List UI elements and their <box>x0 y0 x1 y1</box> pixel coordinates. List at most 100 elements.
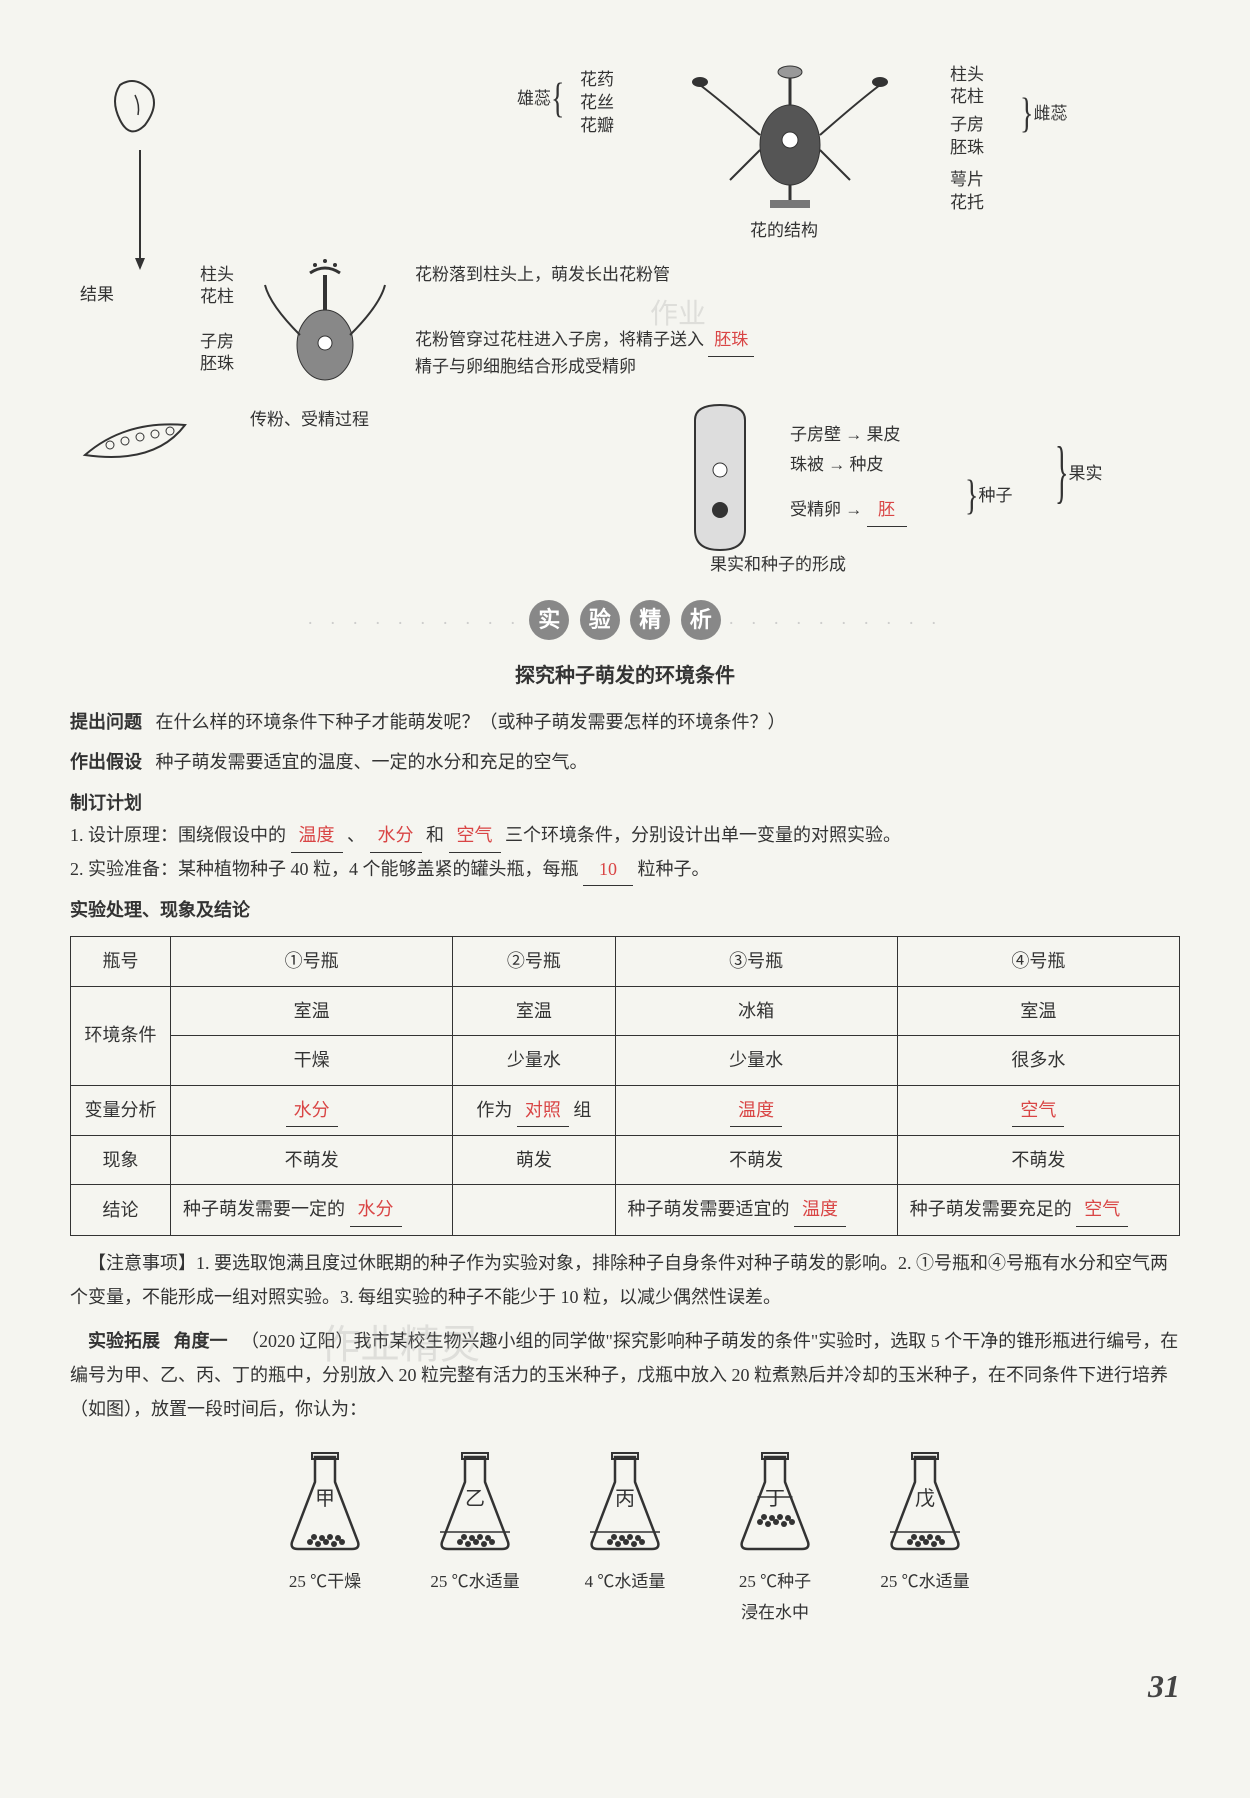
phenom-c3: 不萌发 <box>615 1135 897 1184</box>
var-c3-ans: 温度 <box>730 1094 782 1127</box>
var-label: 变量分析 <box>71 1085 171 1135</box>
ovary-wall-label: 子房壁 <box>790 425 841 444</box>
hypothesis-label: 作出假设 <box>70 752 142 772</box>
plan-item2: 2. 实验准备：某种植物种子 40 粒，4 个能够盖紧的罐头瓶，每瓶 10 粒种… <box>70 853 1180 886</box>
table-row: 环境条件 室温 室温 冰箱 室温 <box>71 986 1180 1035</box>
phenom-c2: 萌发 <box>453 1135 615 1184</box>
extension-block: 实验拓展 角度一 （2020 辽阳）我市某校生物兴趣小组的同学做"探究影响种子萌… <box>70 1324 1180 1427</box>
table-row-header: 瓶号 ①号瓶 ②号瓶 ③号瓶 ④号瓶 <box>71 937 1180 986</box>
stamen-text: 雄蕊 <box>517 89 551 108</box>
pistil-label: }雌蕊 <box>1020 90 1067 140</box>
fruit-label: 果实 <box>1068 464 1102 483</box>
var-c3: 温度 <box>615 1085 897 1135</box>
th-bottle: 瓶号 <box>71 937 171 986</box>
plan-item2-suffix: 粒种子。 <box>638 859 710 879</box>
notes-label: 【注意事项】 <box>88 1253 196 1273</box>
experiment-table: 瓶号 ①号瓶 ②号瓶 ③号瓶 ④号瓶 环境条件 室温 室温 冰箱 室温 干燥 少… <box>70 936 1180 1235</box>
table-row: 现象 不萌发 萌发 不萌发 不萌发 <box>71 1135 1180 1184</box>
th-b4: ④号瓶 <box>897 937 1179 986</box>
poll-text2-answer: 胚珠 <box>708 325 754 357</box>
flask-item: 丙 4 ℃水适量 <box>580 1447 670 1629</box>
fruit-bracket: }果实 <box>1055 450 1102 500</box>
phenom-c1: 不萌发 <box>171 1135 453 1184</box>
bracket-icon: { <box>551 62 564 138</box>
style-label: 花柱 <box>950 82 984 113</box>
plan-item1-prefix: 1. 设计原理：围绕假设中的 <box>70 825 286 845</box>
concl-c1-prefix: 种子萌发需要一定的 <box>183 1199 345 1219</box>
th-b2: ②号瓶 <box>453 937 615 986</box>
seed-bracket: }种子 <box>965 472 1012 522</box>
var-c1: 水分 <box>171 1085 453 1135</box>
flask-icon: 丙 <box>580 1447 670 1557</box>
section-header: · · · · · · · · · · 实 验 精 析 · · · · · · … <box>70 600 1180 640</box>
subtitle: 探究种子萌发的环境条件 <box>70 658 1180 694</box>
plan-item2-prefix: 2. 实验准备：某种植物种子 40 粒，4 个能够盖紧的罐头瓶，每瓶 <box>70 859 579 879</box>
flask-row: 甲 25 ℃干燥 乙 25 ℃水适量 丙 <box>70 1447 1180 1629</box>
concl-c4-prefix: 种子萌发需要充足的 <box>910 1199 1072 1219</box>
table-header-label: 实验处理、现象及结论 <box>70 894 1180 926</box>
dots-right: · · · · · · · · · · <box>728 607 942 639</box>
var-c2-ans: 对照 <box>517 1094 569 1127</box>
env-c2: 室温 <box>453 986 615 1035</box>
flower-structure-icon <box>620 60 960 240</box>
var-c2-suffix: 组 <box>573 1100 591 1120</box>
ext-source: （2020 辽阳） <box>241 1331 354 1351</box>
plan-item1: 1. 设计原理：围绕假设中的 温度 、 水分 和 空气 三个环境条件，分别设计出… <box>70 819 1180 852</box>
bracket-icon: } <box>965 459 978 535</box>
flask-item: 甲 25 ℃干燥 <box>280 1447 370 1629</box>
ext-angle: 角度一 <box>174 1331 228 1351</box>
env2-c4: 很多水 <box>897 1036 1179 1085</box>
question-text: 在什么样的环境条件下种子才能萌发呢？（或种子萌发需要怎样的环境条件？） <box>156 712 786 732</box>
concl-c2 <box>453 1185 615 1235</box>
receptacle-label: 花托 <box>950 188 984 219</box>
svg-text:丁: 丁 <box>765 1488 785 1510</box>
hypothesis-text: 种子萌发需要适宜的温度、一定的水分和充足的空气。 <box>156 752 588 772</box>
concl-c3-ans: 温度 <box>794 1193 846 1226</box>
var-c4: 空气 <box>897 1085 1179 1135</box>
fruit-line1: 子房壁 → 果皮 <box>790 420 901 451</box>
var-c4-ans: 空气 <box>1012 1094 1064 1127</box>
flask-icon: 甲 <box>280 1447 370 1557</box>
notes-block: 【注意事项】1. 要选取饱满且度过休眠期的种子作为实验对象，排除种子自身条件对种… <box>70 1246 1180 1314</box>
concl-c3: 种子萌发需要适宜的 温度 <box>615 1185 897 1235</box>
flask-item: 乙 25 ℃水适量 <box>430 1447 520 1629</box>
question-label: 提出问题 <box>70 712 142 732</box>
pericarp-label: 果皮 <box>867 425 901 444</box>
arrow-icon: → <box>845 500 862 519</box>
stamen-label: 雄蕊{ <box>517 75 564 125</box>
concl-c1: 种子萌发需要一定的 水分 <box>171 1185 453 1235</box>
env2-c3: 少量水 <box>615 1036 897 1085</box>
poll-text2-prefix: 花粉管穿过花柱进入子房，将精子送入 <box>415 330 704 349</box>
ext-label: 实验拓展 <box>88 1331 160 1351</box>
concl-c3-prefix: 种子萌发需要适宜的 <box>628 1199 790 1219</box>
question-block: 提出问题 在什么样的环境条件下种子才能萌发呢？（或种子萌发需要怎样的环境条件？） <box>70 706 1180 738</box>
var-c2: 作为 对照 组 <box>453 1085 615 1135</box>
env2-c2: 少量水 <box>453 1036 615 1085</box>
seed-coat-label: 珠被 <box>790 455 824 474</box>
table-row: 结论 种子萌发需要一定的 水分 种子萌发需要适宜的 温度 种子萌发需要充足的 空… <box>71 1185 1180 1235</box>
badge-char2: 验 <box>580 600 620 640</box>
plan-item2-ans: 10 <box>583 853 633 886</box>
pollination-icon <box>240 255 410 415</box>
bracket-icon: } <box>1020 77 1033 153</box>
fruit-formation-icon <box>655 400 785 560</box>
notes-text: 1. 要选取饱满且度过休眠期的种子作为实验对象，排除种子自身条件对种子萌发的影响… <box>70 1253 1168 1307</box>
env2-c1: 干燥 <box>171 1036 453 1085</box>
env-c4: 室温 <box>897 986 1179 1035</box>
badge-char3: 精 <box>630 600 670 640</box>
flask-icon: 丁 <box>730 1447 820 1557</box>
svg-text:甲: 甲 <box>315 1488 335 1510</box>
th-b3: ③号瓶 <box>615 937 897 986</box>
poll-ovule-label: 胚珠 <box>200 349 234 380</box>
seed-sketch-icon <box>90 70 190 160</box>
phenom-label: 现象 <box>71 1135 171 1184</box>
result-label: 结果 <box>80 280 114 311</box>
flask-item: 戊 25 ℃水适量 <box>880 1447 970 1629</box>
arrow-down-icon <box>130 150 150 270</box>
svg-text:戊: 戊 <box>915 1487 935 1510</box>
petal-label: 花瓣 <box>580 111 614 142</box>
plan-ans2: 水分 <box>370 819 422 852</box>
arrow-icon: → <box>845 425 862 444</box>
concl-c1-ans: 水分 <box>350 1193 402 1226</box>
dots-left: · · · · · · · · · · <box>307 607 521 639</box>
